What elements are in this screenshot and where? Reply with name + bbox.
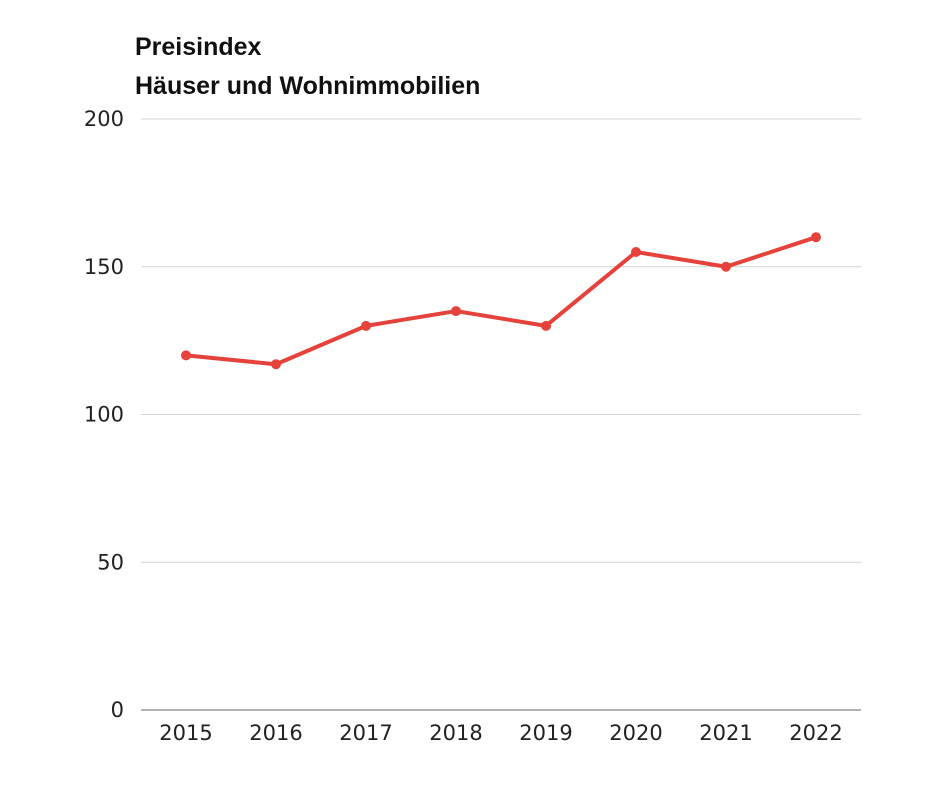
chart-title-block: Preisindex Häuser und Wohnimmobilien bbox=[135, 28, 480, 106]
y-tick-label: 0 bbox=[111, 698, 124, 722]
x-tick-label: 2022 bbox=[789, 721, 842, 745]
data-point-2018 bbox=[451, 306, 461, 317]
x-tick-label: 2017 bbox=[339, 721, 392, 745]
x-tick-label: 2018 bbox=[429, 721, 482, 745]
series-layer bbox=[181, 232, 821, 370]
y-tick-label: 100 bbox=[84, 403, 124, 427]
data-point-2016 bbox=[271, 359, 281, 370]
x-axis: 2015 2016 2017 2018 2019 2020 2021 2022 bbox=[159, 721, 842, 745]
data-point-2019 bbox=[541, 320, 551, 331]
chart-subtitle: Häuser und Wohnimmobilien bbox=[135, 72, 481, 100]
series-line bbox=[184, 235, 818, 367]
x-tick-label: 2019 bbox=[519, 721, 572, 745]
y-tick-label: 150 bbox=[84, 255, 124, 279]
y-tick-label: 50 bbox=[97, 550, 124, 574]
data-point-2020 bbox=[631, 246, 641, 257]
x-tick-label: 2020 bbox=[609, 721, 662, 745]
y-axis: 0 50 100 150 200 bbox=[84, 107, 124, 722]
chart-title: Preisindex bbox=[135, 33, 262, 61]
x-tick-label: 2015 bbox=[159, 721, 212, 745]
data-point-2017 bbox=[361, 320, 371, 331]
data-point-2015 bbox=[181, 350, 191, 361]
data-point-2022 bbox=[811, 232, 821, 243]
x-tick-label: 2021 bbox=[699, 721, 752, 745]
data-point-2021 bbox=[721, 261, 731, 272]
x-tick-label: 2016 bbox=[249, 721, 302, 745]
gridlines bbox=[141, 118, 861, 711]
y-tick-label: 200 bbox=[84, 107, 124, 131]
